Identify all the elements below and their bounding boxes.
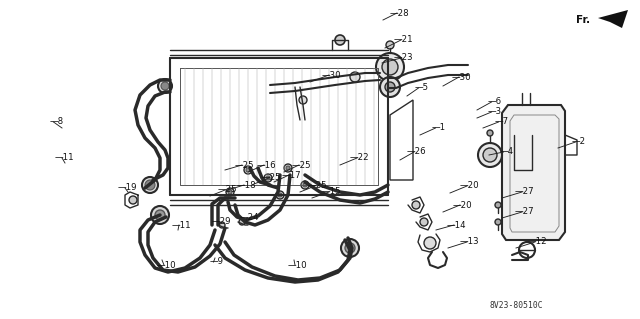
Text: —11: —11 bbox=[55, 153, 75, 162]
Text: —27: —27 bbox=[515, 207, 534, 217]
Circle shape bbox=[219, 222, 225, 228]
Polygon shape bbox=[502, 105, 565, 240]
Text: —23: —23 bbox=[394, 54, 413, 63]
Text: —17: —17 bbox=[282, 170, 301, 180]
Text: —10: —10 bbox=[288, 261, 308, 270]
Text: —30: —30 bbox=[452, 72, 472, 81]
Text: 8V23-80510C: 8V23-80510C bbox=[490, 300, 543, 309]
Circle shape bbox=[385, 82, 395, 92]
Text: —6: —6 bbox=[488, 98, 502, 107]
Circle shape bbox=[246, 168, 250, 172]
Text: —25: —25 bbox=[308, 182, 328, 190]
Circle shape bbox=[145, 180, 155, 190]
Text: —24: —24 bbox=[240, 213, 260, 222]
Text: —1: —1 bbox=[432, 123, 446, 132]
Text: —25: —25 bbox=[218, 186, 237, 195]
Text: —21: —21 bbox=[394, 35, 413, 44]
Text: —25: —25 bbox=[235, 160, 255, 169]
Circle shape bbox=[376, 53, 404, 81]
Circle shape bbox=[151, 206, 169, 224]
Circle shape bbox=[266, 176, 270, 180]
Text: —11: —11 bbox=[172, 220, 191, 229]
Circle shape bbox=[487, 130, 493, 136]
Circle shape bbox=[335, 35, 345, 45]
Circle shape bbox=[286, 166, 290, 170]
Circle shape bbox=[158, 79, 172, 93]
Text: —12: —12 bbox=[528, 238, 548, 247]
Circle shape bbox=[276, 191, 284, 199]
Text: —20: —20 bbox=[453, 201, 472, 210]
Text: —29: —29 bbox=[212, 218, 232, 226]
Text: —20: —20 bbox=[460, 182, 479, 190]
Circle shape bbox=[129, 196, 137, 204]
Circle shape bbox=[341, 239, 359, 257]
Circle shape bbox=[155, 210, 165, 220]
Text: —25: —25 bbox=[292, 160, 312, 169]
Circle shape bbox=[142, 177, 158, 193]
Circle shape bbox=[380, 77, 400, 97]
Circle shape bbox=[386, 41, 394, 49]
Polygon shape bbox=[598, 10, 628, 28]
Text: —16: —16 bbox=[257, 160, 276, 169]
Text: —8: —8 bbox=[50, 117, 64, 127]
Text: —3: —3 bbox=[488, 108, 502, 116]
Text: —22: —22 bbox=[350, 153, 370, 162]
Circle shape bbox=[345, 243, 355, 253]
Circle shape bbox=[264, 174, 272, 182]
Text: —28: —28 bbox=[390, 9, 410, 18]
Circle shape bbox=[239, 219, 245, 225]
Circle shape bbox=[382, 59, 398, 75]
Circle shape bbox=[478, 143, 502, 167]
Text: —7: —7 bbox=[495, 117, 509, 127]
Text: —2: —2 bbox=[572, 137, 586, 146]
Text: —13: —13 bbox=[460, 238, 479, 247]
Circle shape bbox=[495, 219, 501, 225]
Circle shape bbox=[412, 201, 420, 209]
Circle shape bbox=[226, 188, 234, 196]
Circle shape bbox=[495, 202, 501, 208]
Circle shape bbox=[228, 190, 232, 194]
Text: —18: —18 bbox=[237, 181, 257, 189]
Circle shape bbox=[483, 148, 497, 162]
Text: —14: —14 bbox=[447, 220, 467, 229]
Text: Fr.: Fr. bbox=[576, 15, 590, 25]
Circle shape bbox=[350, 72, 360, 82]
Circle shape bbox=[420, 218, 428, 226]
Text: —15: —15 bbox=[322, 188, 342, 197]
Text: —19: —19 bbox=[118, 183, 138, 192]
Text: —25: —25 bbox=[262, 174, 282, 182]
Text: —4: —4 bbox=[500, 147, 514, 157]
Text: —9: —9 bbox=[210, 257, 224, 266]
Text: —10: —10 bbox=[157, 261, 177, 270]
Circle shape bbox=[424, 237, 436, 249]
Circle shape bbox=[278, 193, 282, 197]
Circle shape bbox=[301, 181, 309, 189]
Circle shape bbox=[284, 164, 292, 172]
Circle shape bbox=[299, 96, 307, 104]
Text: —30: —30 bbox=[322, 70, 342, 79]
Text: —26: —26 bbox=[407, 147, 427, 157]
Circle shape bbox=[244, 166, 252, 174]
Circle shape bbox=[161, 82, 169, 90]
Text: —27: —27 bbox=[515, 188, 534, 197]
Circle shape bbox=[303, 183, 307, 187]
Text: —5: —5 bbox=[415, 84, 429, 93]
